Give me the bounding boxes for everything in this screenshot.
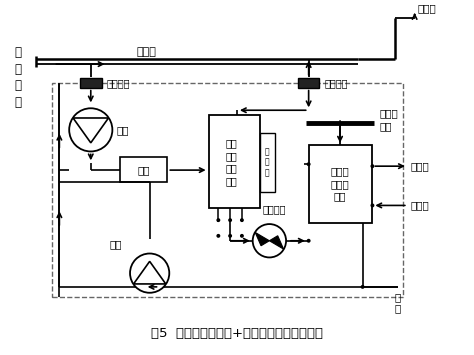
Text: 烟道风门: 烟道风门: [324, 78, 348, 88]
Text: 循环水泵: 循环水泵: [263, 204, 286, 214]
Polygon shape: [255, 233, 269, 246]
Text: 图5  直接接触式换热+吸收式热泵系统流程图: 图5 直接接触式换热+吸收式热泵系统流程图: [151, 327, 323, 340]
Text: 天然气
管道: 天然气 管道: [379, 108, 398, 132]
Text: 风机: 风机: [109, 240, 122, 250]
Text: 排
烟: 排 烟: [395, 292, 401, 313]
Circle shape: [361, 285, 365, 289]
Text: 烟箱: 烟箱: [137, 165, 150, 175]
Text: 热水出: 热水出: [410, 161, 429, 171]
Circle shape: [253, 224, 286, 257]
Circle shape: [69, 108, 112, 152]
Circle shape: [130, 253, 169, 293]
Text: 直燃型
吸收式
热泵: 直燃型 吸收式 热泵: [331, 166, 349, 201]
Polygon shape: [134, 261, 166, 284]
Circle shape: [240, 234, 244, 238]
Polygon shape: [269, 236, 283, 249]
Text: 烟道风门: 烟道风门: [107, 78, 130, 88]
Text: 炉: 炉: [15, 62, 22, 76]
Bar: [260, 133, 275, 192]
Text: 风机: 风机: [116, 125, 129, 135]
Circle shape: [307, 239, 310, 243]
Text: 排: 排: [15, 79, 22, 92]
Bar: [52, 83, 403, 297]
Circle shape: [228, 218, 232, 222]
Polygon shape: [73, 118, 109, 143]
Text: 主烟道: 主烟道: [137, 47, 157, 57]
Text: 烟: 烟: [15, 96, 22, 109]
Bar: [80, 78, 101, 88]
Circle shape: [371, 203, 374, 207]
Text: 阀
调
节: 阀 调 节: [265, 147, 270, 177]
Bar: [120, 157, 167, 182]
Circle shape: [307, 162, 310, 166]
Bar: [309, 144, 373, 223]
Text: 直接
接触
式换
热器: 直接 接触 式换 热器: [225, 138, 237, 186]
Text: 接烟囱: 接烟囱: [418, 3, 437, 13]
Bar: [298, 78, 319, 88]
Text: 冷水进: 冷水进: [410, 201, 429, 211]
Circle shape: [217, 234, 220, 238]
Bar: [209, 115, 260, 208]
Circle shape: [217, 218, 220, 222]
Text: 锅: 锅: [15, 46, 22, 59]
Circle shape: [240, 218, 244, 222]
Circle shape: [228, 234, 232, 238]
Circle shape: [371, 164, 374, 168]
